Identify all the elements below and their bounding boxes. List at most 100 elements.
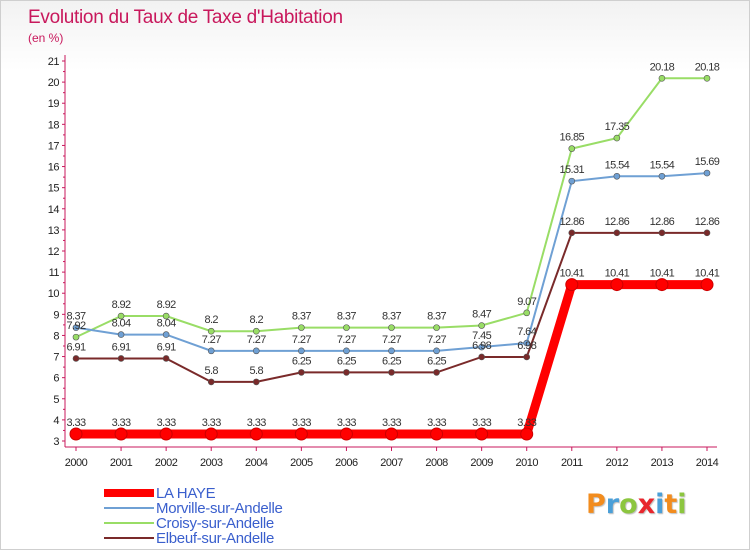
data-point <box>478 353 485 361</box>
logo-letter: x <box>637 489 656 520</box>
x-tick-label: 2006 <box>335 457 358 469</box>
data-point <box>568 145 576 152</box>
data-label: 7.64 <box>517 326 536 338</box>
data-label: 8.04 <box>157 318 176 330</box>
y-tick-label: 7 <box>53 352 59 364</box>
y-tick-label: 13 <box>48 225 60 237</box>
data-label: 15.69 <box>695 156 720 168</box>
series-layer <box>69 75 714 441</box>
logo-letter: i <box>677 489 687 520</box>
data-label: 6.25 <box>382 355 401 367</box>
data-point <box>298 369 305 376</box>
data-point <box>430 427 444 441</box>
x-tick-label: 2004 <box>245 457 268 469</box>
data-label: 9.07 <box>517 296 536 308</box>
data-point <box>72 355 80 362</box>
data-label: 12.86 <box>650 216 675 228</box>
data-label: 12.86 <box>605 216 630 228</box>
data-point <box>162 355 170 362</box>
data-point <box>252 378 260 386</box>
data-point <box>568 177 576 185</box>
data-point <box>523 339 531 347</box>
data-label: 6.91 <box>112 341 131 353</box>
data-label: 6.25 <box>292 355 311 367</box>
data-point <box>343 324 350 331</box>
y-tick-label: 8 <box>53 330 59 342</box>
data-label: 20.18 <box>650 61 675 73</box>
data-point <box>523 353 531 361</box>
data-label: 3.33 <box>247 417 266 429</box>
data-label: 6.91 <box>66 341 85 353</box>
data-point <box>117 312 125 320</box>
y-tick-label: 5 <box>53 394 59 406</box>
data-label: 6.98 <box>517 340 536 352</box>
data-label: 5.8 <box>250 365 264 377</box>
data-label: 8.37 <box>66 311 85 323</box>
data-label: 7.92 <box>66 320 85 332</box>
data-point <box>385 427 398 441</box>
y-tick-label: 12 <box>48 246 60 258</box>
chart-axes: 3 4 5 6 7 8 9 10 11 12 13 14 15 16 17 18 19 20 21 2000 2001 2… <box>48 55 719 469</box>
logo-letter: i <box>655 489 665 520</box>
data-label: 7.45 <box>472 330 491 342</box>
data-label: 8.92 <box>112 299 131 311</box>
data-label: 8.37 <box>337 311 356 323</box>
y-tick-label: 18 <box>48 119 60 131</box>
data-point <box>700 278 714 292</box>
data-label: 3.33 <box>112 417 131 429</box>
data-label: 12.86 <box>560 216 585 228</box>
data-label: 8.37 <box>382 311 401 323</box>
data-label: 10.41 <box>695 268 720 280</box>
data-label: 3.33 <box>427 417 446 429</box>
legend-swatch <box>104 522 154 524</box>
data-point <box>433 369 440 376</box>
data-point <box>252 347 260 355</box>
data-point <box>478 322 485 329</box>
data-label: 10.41 <box>605 268 630 280</box>
data-point <box>72 324 80 331</box>
legend-swatch <box>104 489 154 497</box>
data-label: 6.25 <box>337 355 356 367</box>
y-tick-label: 17 <box>48 140 60 152</box>
y-tick-label: 4 <box>53 415 59 427</box>
y-tick-label: 15 <box>48 183 60 195</box>
data-point <box>388 347 395 355</box>
x-tick-label: 2009 <box>470 457 493 469</box>
data-point <box>658 229 666 237</box>
data-label: 12.86 <box>695 216 720 228</box>
data-label: 8.04 <box>112 318 131 330</box>
x-tick-label: 2000 <box>65 457 88 469</box>
data-point <box>69 427 83 441</box>
x-tick-label: 2007 <box>380 457 403 469</box>
data-label: 8.2 <box>250 314 264 326</box>
data-point <box>388 324 395 331</box>
data-label: 7.27 <box>382 334 401 346</box>
data-point <box>433 347 440 355</box>
data-point <box>433 324 440 331</box>
data-point <box>658 172 666 180</box>
y-tick-label: 19 <box>48 98 60 110</box>
logo-letter: t <box>664 489 678 520</box>
data-point <box>207 378 215 386</box>
data-label: 3.33 <box>292 417 311 429</box>
data-label: 10.41 <box>650 268 675 280</box>
data-point <box>298 324 305 331</box>
data-point <box>114 427 128 441</box>
legend-swatch <box>104 537 154 539</box>
data-label: 3.33 <box>337 417 356 429</box>
data-label: 16.85 <box>560 132 585 144</box>
data-label: 8.47 <box>472 309 491 321</box>
data-label: 17.35 <box>605 121 630 133</box>
logo-letter: P <box>586 489 606 520</box>
x-tick-label: 2010 <box>515 457 538 469</box>
x-tick-label: 2001 <box>110 457 133 469</box>
data-point <box>162 312 170 320</box>
y-tick-label: 11 <box>49 267 60 279</box>
data-point <box>703 169 711 177</box>
data-label: 15.54 <box>650 159 675 171</box>
data-point <box>343 347 350 355</box>
data-label: 5.8 <box>204 365 218 377</box>
data-point <box>343 369 350 376</box>
legend-label: Morville-sur-Andelle <box>156 500 283 517</box>
